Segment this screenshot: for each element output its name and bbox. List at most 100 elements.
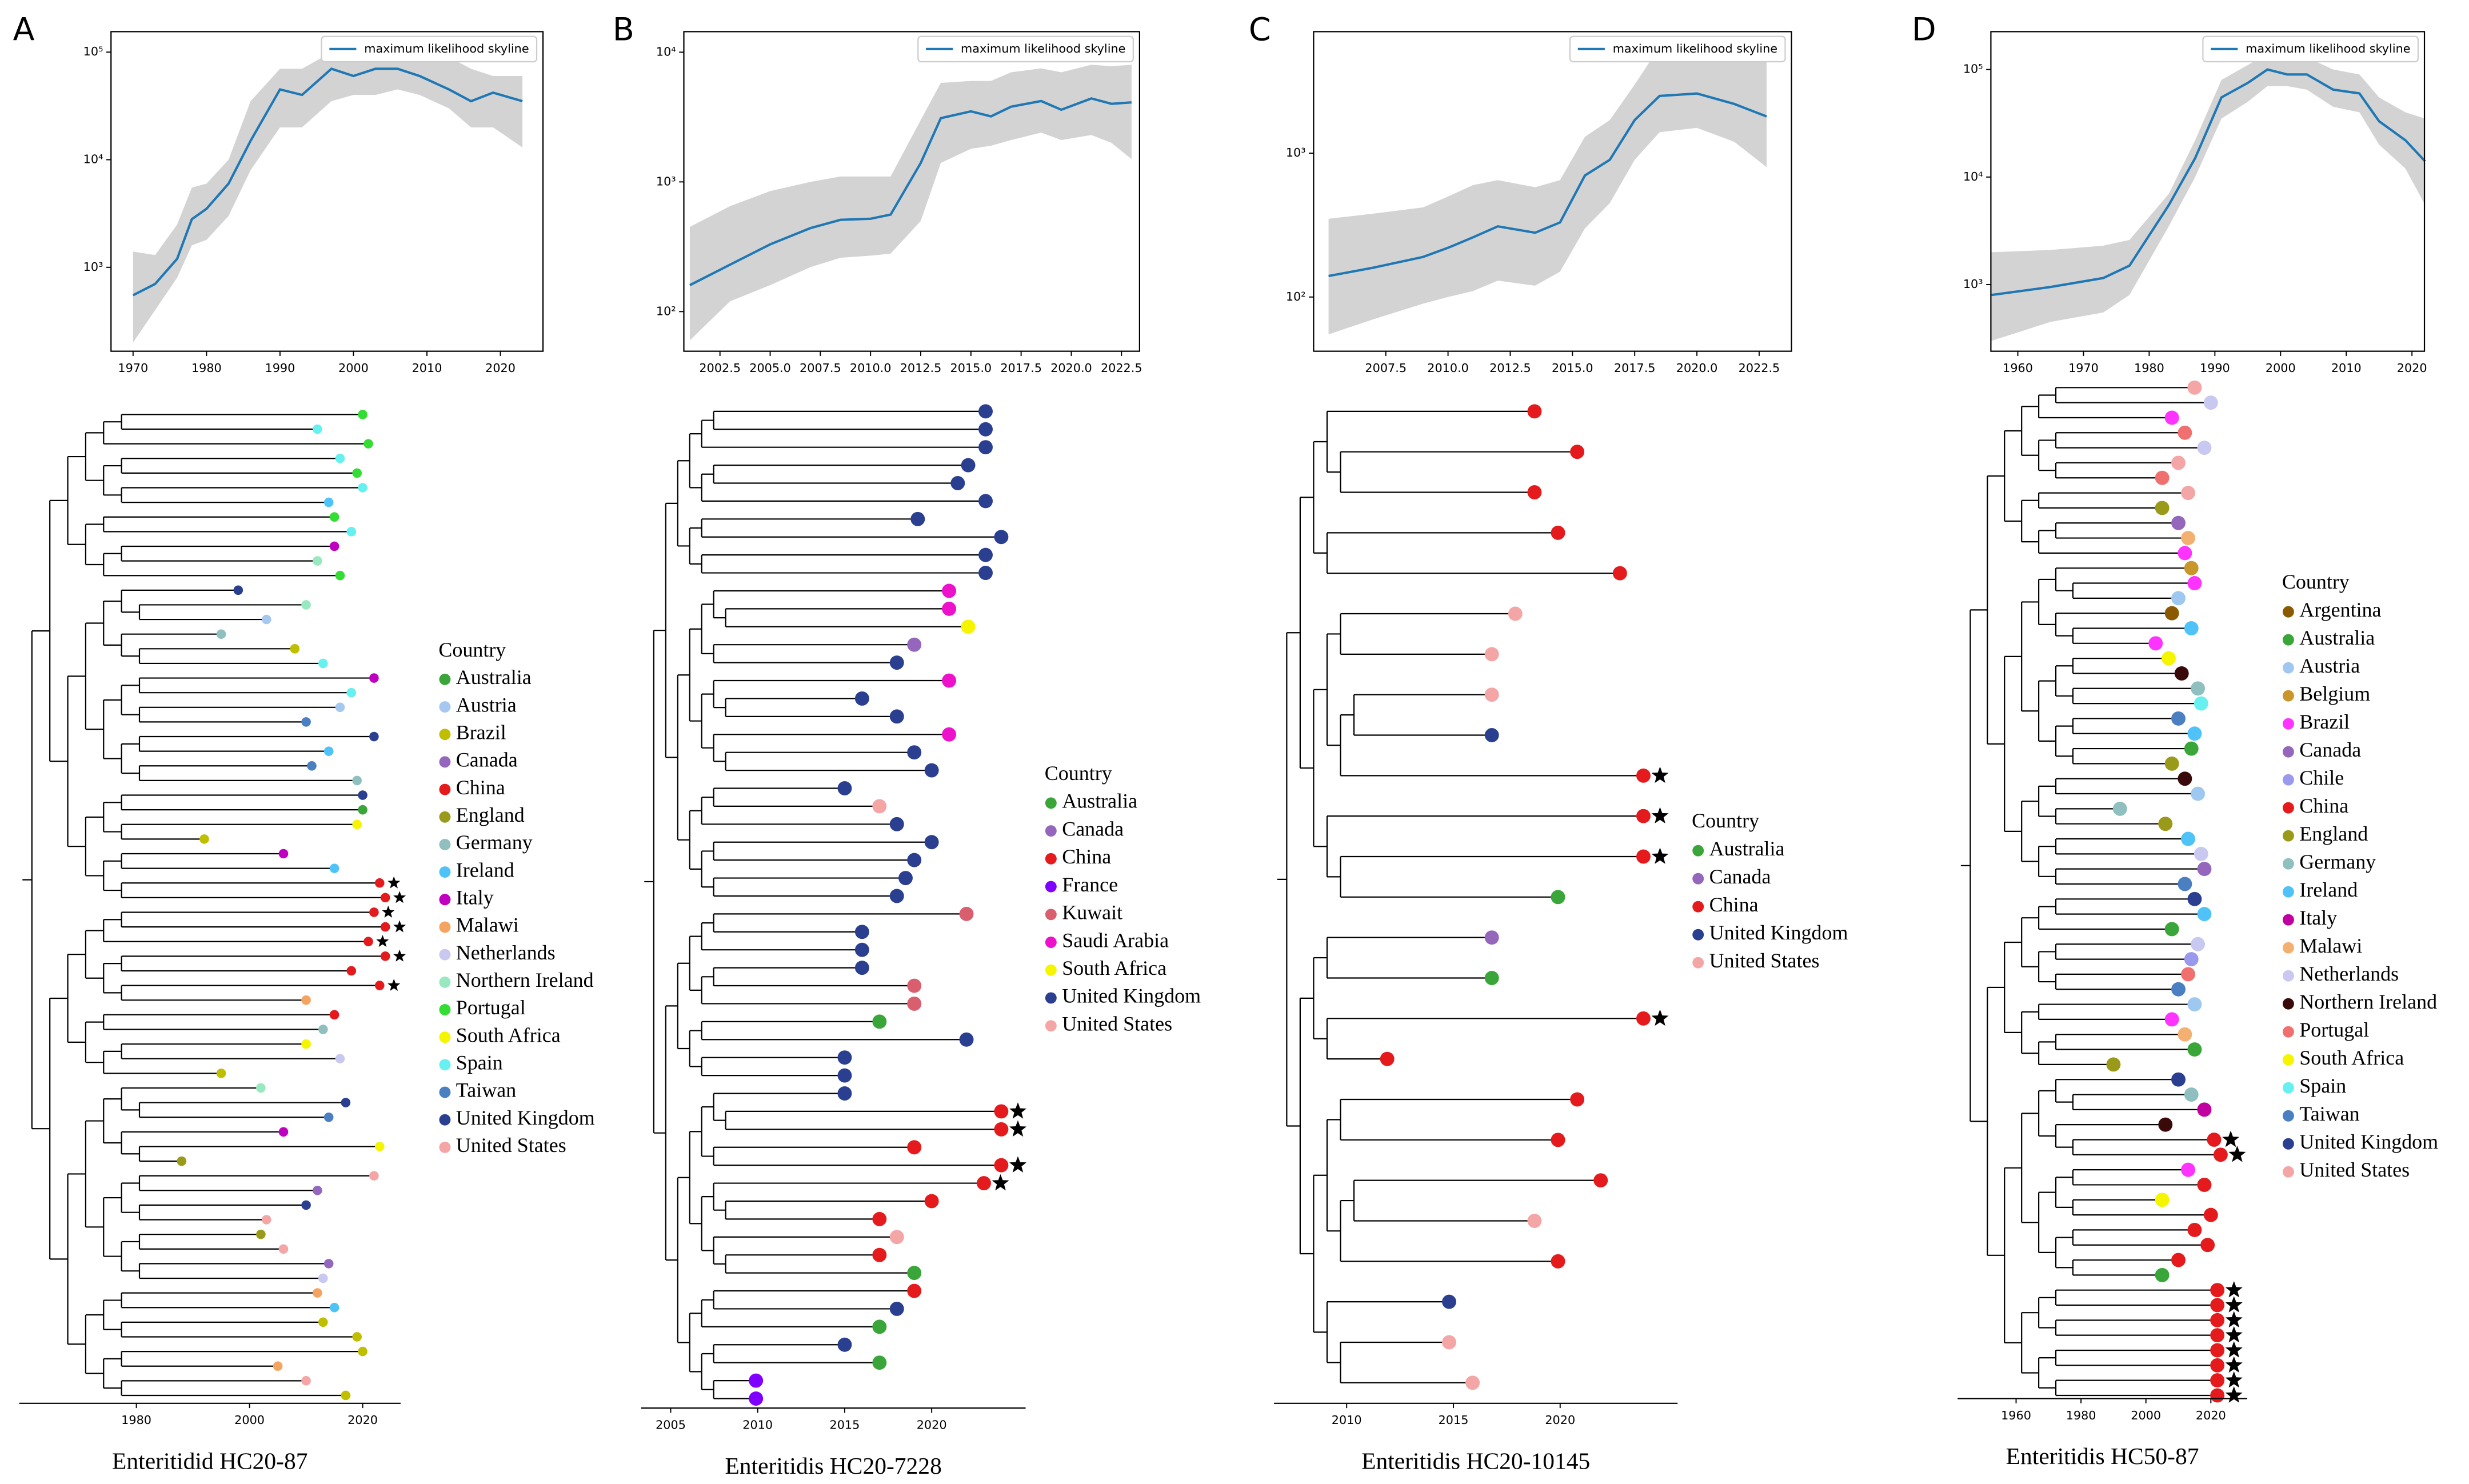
tip: [301, 717, 311, 727]
skyline-line: [689, 97, 1132, 286]
tip: [2207, 1133, 2222, 1147]
tip: [854, 925, 869, 939]
tip: [374, 1142, 385, 1151]
tip: [1636, 849, 1651, 864]
tip: [301, 995, 311, 1005]
tip: [2210, 1373, 2225, 1388]
tip: [2181, 486, 2196, 501]
tip: [1465, 1375, 1480, 1390]
tip: [2203, 1207, 2218, 1222]
tip: [380, 951, 390, 961]
legend-marker: [439, 1003, 451, 1015]
legend-label: China: [1062, 845, 1111, 868]
legend-label: Brazil: [2299, 710, 2350, 733]
x-tick-label: 1970: [2068, 361, 2099, 375]
tip: [2181, 1162, 2196, 1177]
x-tick-label: 1980: [121, 1413, 151, 1427]
star-marker: [1009, 1156, 1027, 1173]
legend-label: Taiwan: [456, 1079, 516, 1102]
legend-label: maximum likelihood skyline: [364, 42, 529, 55]
tip: [2171, 982, 2186, 997]
x-tick-label: 1980: [2134, 361, 2164, 375]
panel-label: D: [1912, 12, 1936, 49]
tip: [2171, 711, 2186, 726]
tip: [1612, 566, 1627, 581]
tip: [335, 453, 345, 463]
tip: [872, 1211, 887, 1226]
tip: [2164, 606, 2179, 621]
tip: [2210, 1283, 2225, 1298]
legend-label: United Kingdom: [2299, 1130, 2438, 1153]
legend-marker: [439, 1059, 451, 1071]
tip: [2178, 1027, 2192, 1042]
tip: [1527, 485, 1542, 499]
star-marker: [2225, 1281, 2243, 1298]
tip: [318, 1025, 328, 1034]
tip: [2162, 651, 2176, 666]
legend-marker: [439, 673, 451, 685]
legend-label: United Kingdom: [1709, 921, 1848, 944]
x-tick-label: 2020: [2397, 361, 2427, 375]
tip: [341, 1390, 351, 1401]
tip: [2187, 891, 2202, 906]
legend-label: Netherlands: [456, 941, 556, 964]
panel-label: B: [613, 12, 634, 49]
tip: [942, 583, 957, 598]
x-axis-label: Enteritidis HC20-7228: [725, 1453, 941, 1479]
tip: [978, 422, 993, 437]
tip: [2210, 1388, 2225, 1403]
tip: [2187, 576, 2202, 590]
x-tick-label: 2020.0: [1676, 361, 1718, 375]
x-tick-label: 1980: [191, 361, 222, 375]
legend-title: Country: [2282, 570, 2350, 593]
tip: [2210, 1328, 2225, 1343]
star-marker: [2225, 1356, 2243, 1373]
legend-marker: [2282, 1026, 2294, 1038]
tip: [2181, 967, 2196, 982]
tip: [2148, 636, 2163, 651]
legend-marker: [439, 783, 451, 795]
skyline-line: [1328, 92, 1767, 278]
y-tick-label: 10⁵: [83, 45, 103, 58]
legend-label: Netherlands: [2299, 962, 2399, 985]
x-tick-label: 2020: [1545, 1413, 1575, 1427]
tip: [380, 893, 390, 903]
y-tick-label: 10⁵: [1963, 62, 1983, 76]
axes-frame: [1990, 31, 2426, 352]
x-tick-label: 1960: [2003, 361, 2033, 375]
x-tick-label: 2010: [1332, 1413, 1362, 1427]
tip: [318, 1273, 328, 1283]
tip: [977, 1176, 991, 1191]
tip: [907, 1283, 922, 1298]
tip: [907, 637, 922, 652]
tip: [301, 1200, 311, 1210]
star-marker: [393, 920, 406, 933]
tip: [1551, 525, 1565, 540]
tip: [2181, 831, 2196, 846]
tip: [959, 1032, 974, 1047]
x-tick-label: 2015: [1439, 1413, 1469, 1427]
legend-marker: [439, 701, 451, 713]
tip: [352, 1332, 362, 1342]
tip: [358, 790, 367, 800]
tip: [380, 922, 390, 932]
tip: [2178, 771, 2192, 786]
tip: [2171, 1072, 2186, 1087]
tip: [2178, 877, 2192, 891]
legend-label: China: [456, 776, 505, 799]
legend-label: maximum likelihood skyline: [2246, 42, 2410, 55]
tip: [369, 1171, 379, 1181]
tip: [1484, 930, 1499, 945]
tip: [889, 709, 904, 724]
tip: [323, 497, 334, 507]
tip: [2187, 1042, 2202, 1057]
legend-label: Germany: [2299, 850, 2376, 873]
tip: [2184, 1087, 2199, 1102]
legend-label: Canada: [456, 749, 518, 771]
skyline-line: [132, 67, 523, 297]
legend-label: China: [2299, 794, 2348, 817]
tip: [335, 570, 345, 581]
star-marker: [1651, 1009, 1669, 1026]
tip: [301, 1039, 311, 1049]
